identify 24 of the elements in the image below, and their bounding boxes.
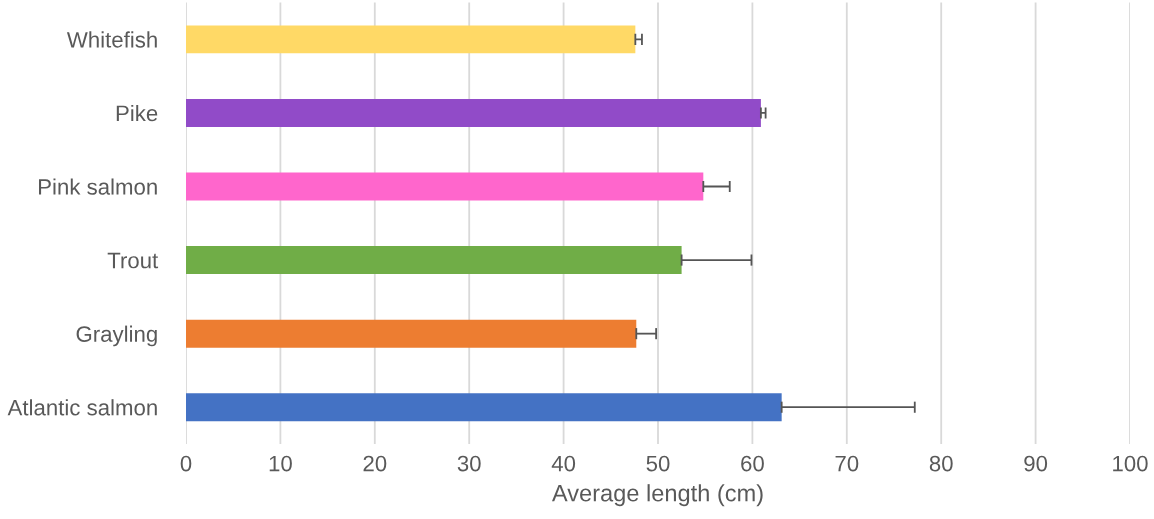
bar bbox=[186, 25, 636, 54]
bar bbox=[186, 246, 682, 275]
y-tick-label: Pike bbox=[116, 104, 158, 122]
x-tick-label: 90 bbox=[1024, 455, 1048, 472]
x-tick-label: 0 bbox=[180, 455, 192, 472]
x-tick-label: 60 bbox=[741, 455, 764, 472]
bar bbox=[186, 172, 704, 201]
y-tick-label: Grayling bbox=[76, 325, 157, 347]
y-tick-label: Atlantic salmon bbox=[7, 399, 157, 416]
x-tick-label: 30 bbox=[457, 455, 481, 472]
y-tick-label: Trout bbox=[107, 252, 159, 269]
x-tick-label: 20 bbox=[363, 455, 387, 472]
x-tick-label: 10 bbox=[269, 455, 292, 472]
x-tick-label: 50 bbox=[646, 455, 670, 472]
x-tick-label: 100 bbox=[1113, 455, 1148, 472]
y-tick-label: Whitefish bbox=[66, 31, 157, 48]
x-tick-label: 80 bbox=[929, 455, 953, 472]
bar bbox=[186, 98, 761, 127]
x-tick-label: 70 bbox=[835, 455, 859, 472]
x-axis-title: Average length (cm) bbox=[551, 484, 763, 507]
bar bbox=[186, 393, 782, 422]
x-tick-label: 40 bbox=[551, 455, 576, 472]
y-tick-label: Pink salmon bbox=[39, 178, 157, 195]
bar bbox=[186, 319, 637, 348]
